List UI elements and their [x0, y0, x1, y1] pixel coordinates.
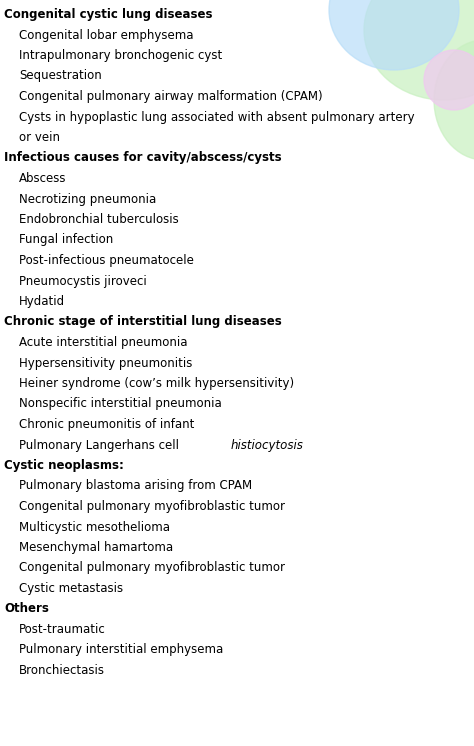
Text: Chronic pneumonitis of infant: Chronic pneumonitis of infant: [19, 418, 194, 431]
Text: Infectious causes for cavity/abscess/cysts: Infectious causes for cavity/abscess/cys…: [4, 151, 282, 165]
Text: Endobronchial tuberculosis: Endobronchial tuberculosis: [19, 213, 179, 226]
Text: Abscess: Abscess: [19, 172, 66, 185]
Ellipse shape: [434, 40, 474, 160]
Text: Intrapulmonary bronchogenic cyst: Intrapulmonary bronchogenic cyst: [19, 49, 222, 62]
Text: Hypersensitivity pneumonitis: Hypersensitivity pneumonitis: [19, 357, 192, 369]
Text: Hydatid: Hydatid: [19, 295, 65, 308]
Text: Congenital pulmonary myofibroblastic tumor: Congenital pulmonary myofibroblastic tum…: [19, 562, 285, 574]
Text: Sequestration: Sequestration: [19, 69, 102, 83]
Text: Others: Others: [4, 603, 49, 615]
Text: Post-traumatic: Post-traumatic: [19, 623, 106, 636]
Text: Cystic neoplasms:: Cystic neoplasms:: [4, 459, 124, 472]
Text: Congenital pulmonary myofibroblastic tumor: Congenital pulmonary myofibroblastic tum…: [19, 500, 285, 513]
Text: Pulmonary blastoma arising from CPAM: Pulmonary blastoma arising from CPAM: [19, 480, 252, 492]
Text: Pulmonary Langerhans cell: Pulmonary Langerhans cell: [19, 439, 183, 451]
Ellipse shape: [364, 0, 474, 100]
Text: Cystic metastasis: Cystic metastasis: [19, 582, 123, 595]
Text: Post-infectious pneumatocele: Post-infectious pneumatocele: [19, 254, 194, 267]
Text: Cysts in hypoplastic lung associated with absent pulmonary artery: Cysts in hypoplastic lung associated wit…: [19, 110, 415, 124]
Text: Nonspecific interstitial pneumonia: Nonspecific interstitial pneumonia: [19, 398, 222, 410]
Text: Congenital cystic lung diseases: Congenital cystic lung diseases: [4, 8, 212, 21]
Text: histiocytosis: histiocytosis: [230, 439, 303, 451]
Text: Heiner syndrome (cow’s milk hypersensitivity): Heiner syndrome (cow’s milk hypersensiti…: [19, 377, 294, 390]
Text: Congenital lobar emphysema: Congenital lobar emphysema: [19, 28, 193, 42]
Text: or vein: or vein: [19, 131, 60, 144]
Text: Mesenchymal hamartoma: Mesenchymal hamartoma: [19, 541, 173, 554]
Text: Pneumocystis jiroveci: Pneumocystis jiroveci: [19, 275, 147, 287]
Text: Multicystic mesothelioma: Multicystic mesothelioma: [19, 521, 170, 533]
Text: Pulmonary interstitial emphysema: Pulmonary interstitial emphysema: [19, 644, 223, 656]
Text: Acute interstitial pneumonia: Acute interstitial pneumonia: [19, 336, 188, 349]
Ellipse shape: [424, 50, 474, 110]
Text: Necrotizing pneumonia: Necrotizing pneumonia: [19, 192, 156, 205]
Text: Bronchiectasis: Bronchiectasis: [19, 664, 105, 677]
Ellipse shape: [329, 0, 459, 70]
Text: Fungal infection: Fungal infection: [19, 233, 113, 246]
Text: Congenital pulmonary airway malformation (CPAM): Congenital pulmonary airway malformation…: [19, 90, 323, 103]
Text: Chronic stage of interstitial lung diseases: Chronic stage of interstitial lung disea…: [4, 316, 282, 328]
